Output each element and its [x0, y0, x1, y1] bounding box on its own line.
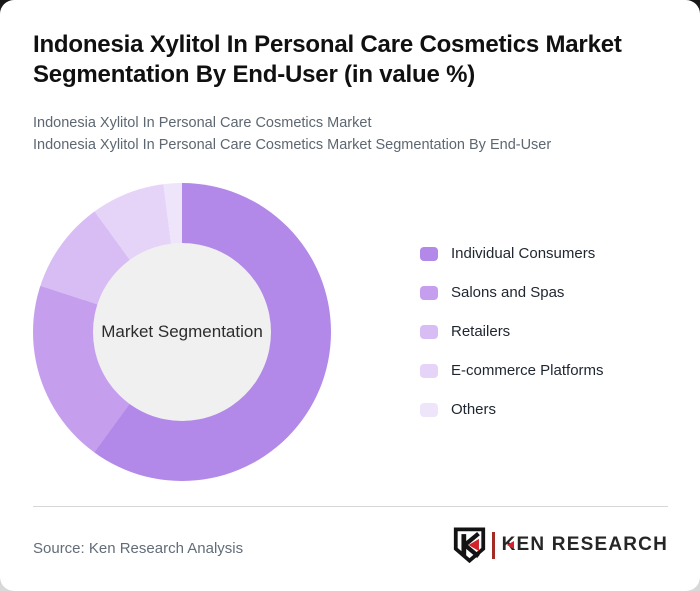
- subtitle-line1: Indonesia Xylitol In Personal Care Cosme…: [33, 115, 372, 131]
- legend-label: Others: [451, 401, 497, 418]
- source-note: Source: Ken Research Analysis: [33, 540, 244, 557]
- legend-label: Individual Consumers: [451, 245, 596, 262]
- footer-divider: [33, 506, 668, 507]
- brand-rest: EN RESEARCH: [516, 534, 668, 555]
- legend-item[interactable]: Retailers: [420, 323, 604, 340]
- legend-swatch: [420, 324, 438, 339]
- logo-separator: [491, 531, 495, 559]
- chart-subtitles: Indonesia Xylitol In Personal Care Cosme…: [33, 112, 673, 156]
- red-triangle-icon: [506, 540, 514, 549]
- page-title-line1: Indonesia Xylitol In Personal Care Cosme…: [33, 31, 622, 58]
- brand-wordmark: K EN RESEARCH: [502, 534, 668, 556]
- shield-k-icon: [453, 527, 485, 563]
- legend-item[interactable]: E-commerce Platforms: [420, 362, 604, 379]
- brand-letter-k: K: [501, 534, 517, 555]
- legend-swatch: [420, 285, 438, 300]
- page-title: Indonesia Xylitol In Personal Care Cosme…: [33, 30, 673, 90]
- legend-item[interactable]: Salons and Spas: [420, 284, 604, 301]
- ken-research-logo: K EN RESEARCH: [453, 527, 668, 563]
- subtitle-line2: Indonesia Xylitol In Personal Care Cosme…: [33, 137, 552, 153]
- chart-legend: Individual Consumers Salons and Spas Ret…: [420, 245, 604, 441]
- legend-label: E-commerce Platforms: [451, 362, 604, 379]
- donut-center-label: Market Segmentation: [93, 243, 271, 421]
- page-title-line2: Segmentation By End-User (in value %): [33, 61, 476, 88]
- legend-label: Salons and Spas: [451, 284, 565, 301]
- donut-chart[interactable]: Market Segmentation: [33, 183, 331, 481]
- legend-item[interactable]: Individual Consumers: [420, 245, 604, 262]
- legend-item[interactable]: Others: [420, 401, 604, 418]
- legend-swatch: [420, 402, 438, 417]
- legend-label: Retailers: [451, 323, 511, 340]
- legend-swatch: [420, 246, 438, 261]
- legend-swatch: [420, 363, 438, 378]
